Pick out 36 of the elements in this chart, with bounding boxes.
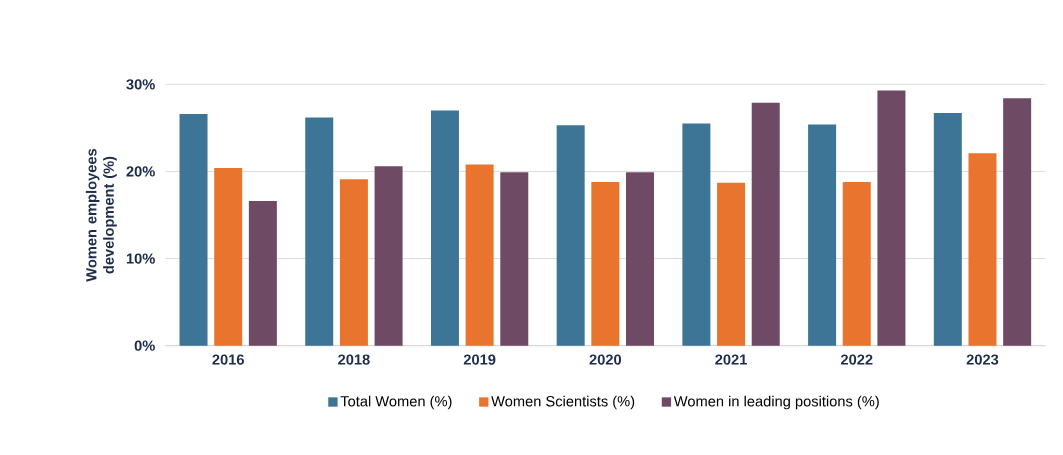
bar — [877, 90, 906, 346]
x-tick-label: 2021 — [715, 354, 747, 365]
y-axis-title: Women employees development (%) — [85, 148, 117, 282]
bar — [842, 181, 871, 346]
bar — [626, 172, 655, 346]
bar — [179, 113, 208, 346]
bar — [500, 172, 529, 346]
bar — [682, 123, 711, 346]
x-tick-label: 2023 — [966, 354, 999, 365]
x-tick-label: 2019 — [463, 354, 496, 365]
y-tick-label: 10% — [126, 253, 155, 264]
bar — [751, 102, 780, 346]
legend-label: Women in leading positions (%) — [673, 395, 879, 410]
bar — [305, 117, 334, 346]
x-tick-label: 2016 — [212, 354, 244, 365]
y-tick-label: 0% — [134, 340, 155, 351]
bar — [808, 124, 837, 346]
x-tick-label: 2022 — [840, 354, 873, 365]
y-tick-label: 20% — [126, 166, 155, 177]
bar — [556, 125, 585, 346]
bar — [933, 113, 962, 346]
bar — [339, 179, 368, 346]
bar — [465, 164, 494, 346]
bar — [214, 167, 243, 346]
bar — [1003, 98, 1032, 346]
y-tick-label: 30% — [126, 79, 155, 90]
bar — [717, 182, 746, 346]
bar — [591, 181, 620, 346]
bar — [248, 201, 277, 346]
bar — [374, 166, 403, 346]
bar — [430, 110, 459, 346]
x-tick-label: 2018 — [338, 354, 370, 365]
x-tick-label: 2020 — [589, 354, 622, 365]
bar — [968, 153, 997, 346]
legend-label: Women Scientists (%) — [491, 395, 635, 410]
legend-label: Total Women (%) — [340, 395, 452, 410]
